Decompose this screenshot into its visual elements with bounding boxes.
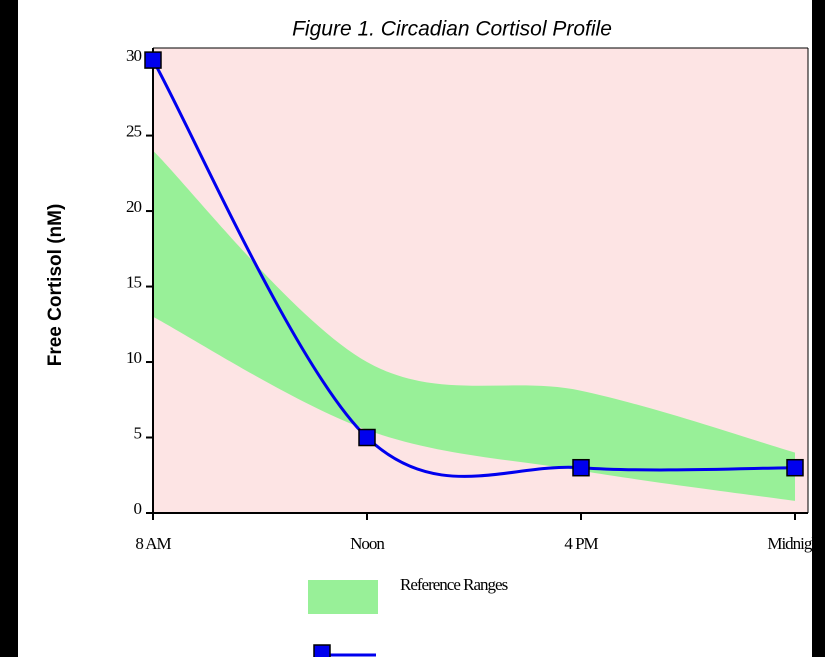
marker — [572, 458, 590, 477]
legend-marker — [313, 644, 331, 657]
x-tick-label: Noon — [350, 534, 385, 553]
y-tick-label: 25 — [126, 121, 142, 140]
marker — [358, 428, 376, 447]
y-tick-label: 30 — [126, 46, 142, 65]
y-tick-label: 0 — [134, 499, 142, 518]
y-axis-label: Free Cortisol (nM) — [45, 204, 66, 367]
y-tick-label: 5 — [134, 423, 142, 442]
chart-title: Figure 1. Circadian Cortisol Profile — [292, 18, 612, 41]
x-tick-label: 8 AM — [135, 534, 171, 553]
marker — [144, 51, 162, 69]
x-tick-label: 4 PM — [564, 534, 598, 553]
series-line — [151, 59, 796, 478]
x-tick-label: Midnight — [767, 534, 824, 553]
y-tick-label: 10 — [126, 348, 142, 367]
legend-swatch — [308, 580, 378, 614]
legend-label: Reference Ranges — [400, 575, 508, 594]
marker — [786, 458, 804, 477]
y-tick-label: 20 — [126, 197, 142, 216]
y-tick-label: 15 — [126, 272, 142, 291]
reference-band — [153, 150, 795, 501]
